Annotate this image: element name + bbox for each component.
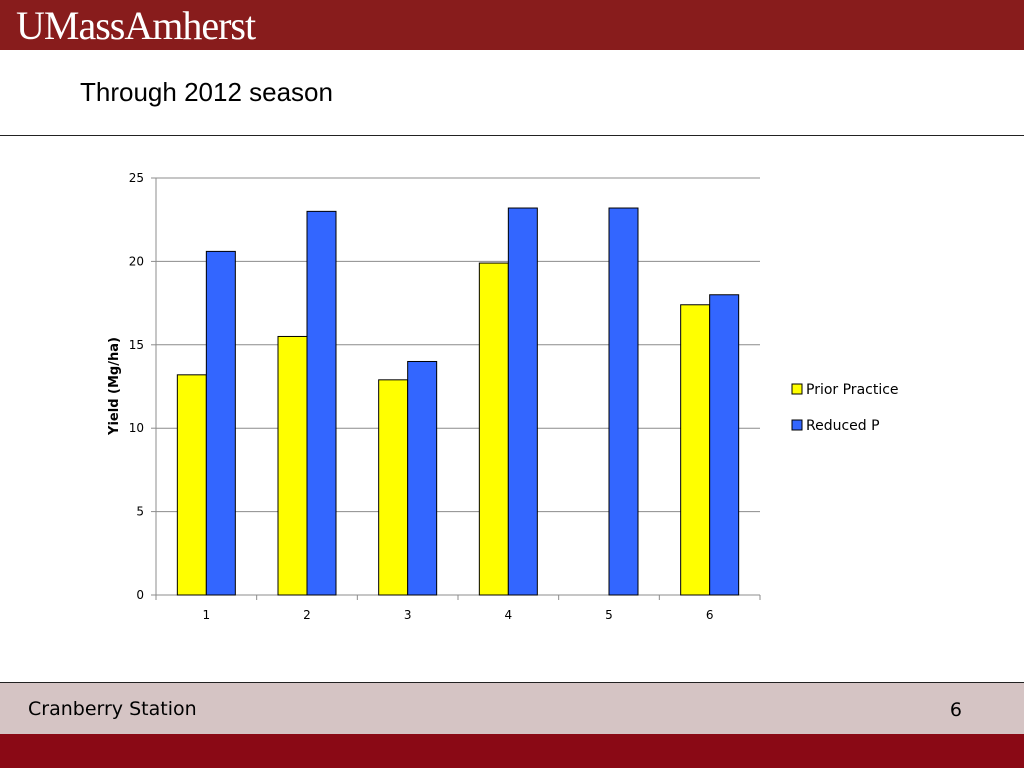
bar-reduced-p [608,207,639,596]
y-tick-label: 0 [136,588,144,602]
bar-reduced-p [407,360,438,596]
bottom-brand-bar [0,734,1024,768]
gridlines [156,177,760,513]
footer-divider [0,682,1024,683]
x-tick-label: 5 [605,608,613,622]
bar-prior-practice [277,335,308,596]
y-tick-label: 10 [129,421,144,435]
legend-swatch [791,419,803,431]
yield-bar-chart: 0 5 10 15 20 25 1 2 3 4 5 6 Yield (Mg/ha) Prior Pra… [107,171,899,622]
bars [176,207,740,596]
legend-label: Reduced P [806,418,880,434]
legend-swatch [791,383,803,395]
y-axis-label: Yield (Mg/ha) [107,337,122,436]
bar-reduced-p [205,250,236,596]
bar-reduced-p [507,207,538,596]
legend-label: Prior Practice [806,382,899,398]
umass-logo: UMassAmherst [16,3,256,48]
bar-prior-practice [478,262,509,596]
bar-reduced-p [306,210,337,596]
slide-number: 6 [949,699,962,721]
y-tick-label: 20 [129,254,144,268]
axes [151,177,761,600]
title-divider [0,135,1024,136]
header-bar: UMassAmherst [0,0,1024,50]
bar-prior-practice [176,374,207,596]
slide-title: Through 2012 season [80,77,333,107]
y-tick-label: 15 [129,338,144,352]
bar-reduced-p [709,294,740,596]
x-tick-label: 4 [505,608,513,622]
x-tick-label: 2 [303,608,311,622]
bar-prior-practice [680,304,711,596]
x-tick-label: 3 [404,608,412,622]
footer-station-name: Cranberry Station [28,698,197,720]
tick-labels: 0 5 10 15 20 25 1 2 3 4 5 6 [129,171,714,622]
footer-bar: Cranberry Station 6 [0,683,1024,734]
legend: Prior Practice Reduced P [791,382,899,434]
x-tick-label: 1 [203,608,211,622]
bar-prior-practice [378,379,409,596]
y-tick-label: 5 [136,505,144,519]
x-tick-label: 6 [706,608,714,622]
y-tick-label: 25 [129,171,144,185]
